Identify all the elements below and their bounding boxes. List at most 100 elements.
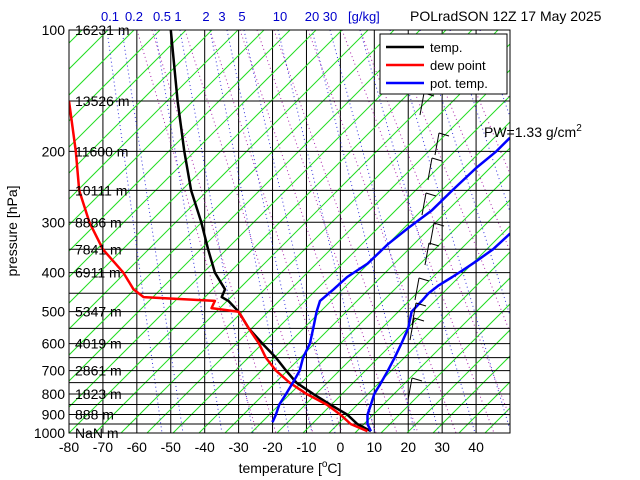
skewed-line-38 bbox=[69, 30, 421, 382]
skewed-line-39 bbox=[69, 30, 447, 408]
skewed-line-42 bbox=[120, 43, 510, 433]
legend-label-2: pot. temp. bbox=[430, 76, 488, 91]
skewed-line-41 bbox=[94, 30, 499, 433]
wind-barb-flag-9 bbox=[411, 377, 423, 382]
legend-entries: temp. dew point pot. temp. bbox=[386, 40, 488, 91]
pw-superscript: 2 bbox=[576, 123, 582, 134]
y-tick-300: 300 bbox=[42, 214, 66, 230]
wind-barb-flag-5 bbox=[428, 242, 440, 247]
height-label-11: 888 m bbox=[75, 407, 114, 423]
height-label-8: 4019 m bbox=[75, 336, 122, 352]
height-label-0: 16231 m bbox=[75, 22, 129, 38]
x-axis-label: temperature [oC] bbox=[239, 459, 342, 476]
legend: temp. dew point pot. temp. bbox=[379, 33, 508, 95]
y-tick-400: 400 bbox=[42, 265, 66, 281]
x-tick--30: -30 bbox=[228, 439, 248, 455]
mixing-ratio-label-7: 10 bbox=[273, 9, 287, 24]
y-axis-label: pressure [hPa] bbox=[4, 185, 20, 276]
mixing-line-5 bbox=[226, 30, 313, 433]
moist-line-3 bbox=[209, 30, 343, 433]
height-label-4: 8886 m bbox=[75, 214, 122, 230]
skewed-line-60 bbox=[589, 30, 640, 433]
plot-background bbox=[69, 30, 510, 433]
legend-label-1: dew point bbox=[430, 58, 486, 73]
series-line-2 bbox=[271, 136, 510, 423]
y-tick-500: 500 bbox=[42, 304, 66, 320]
skewed-line-57 bbox=[511, 30, 640, 433]
mixing-ratio-label-3: 1 bbox=[174, 9, 181, 24]
height-label-12: NaN m bbox=[75, 425, 119, 441]
wind-barb-flag-7 bbox=[415, 302, 427, 307]
wind-barb-7 bbox=[411, 302, 417, 326]
skewed-line-32 bbox=[69, 30, 265, 226]
y-tick-200: 200 bbox=[42, 143, 66, 159]
wind-barb-8 bbox=[409, 317, 415, 341]
skewed-line-44 bbox=[172, 95, 510, 433]
skewed-line-51 bbox=[354, 277, 510, 433]
wind-barb-flag-2 bbox=[431, 157, 443, 162]
height-label-10: 1823 m bbox=[75, 386, 122, 402]
moist-line-6 bbox=[273, 30, 419, 433]
wind-barb-0 bbox=[419, 92, 425, 116]
moist-line-2 bbox=[184, 30, 314, 433]
skewed-isotherms bbox=[69, 30, 640, 433]
y-tick-600: 600 bbox=[42, 336, 66, 352]
skewed-line-40 bbox=[69, 30, 473, 433]
wind-barb-flag-8 bbox=[413, 317, 425, 322]
wind-barb-flag-3 bbox=[425, 192, 437, 197]
mixing-line-6 bbox=[243, 30, 336, 433]
wind-barb-flag-1 bbox=[438, 132, 450, 137]
skewed-line-48 bbox=[276, 199, 510, 433]
skewed-line-49 bbox=[302, 225, 510, 433]
moist-line-10 bbox=[389, 30, 510, 334]
skewed-line-52 bbox=[380, 303, 510, 433]
skewed-line-54 bbox=[432, 355, 510, 433]
x-tick-labels: -80 -70 -60 -50 -40 -30 -20 -10 0 10 20 30 40 bbox=[59, 439, 484, 455]
mixing-ratio-label-8: 20 bbox=[305, 9, 319, 24]
mixing-ratio-label-2: 0.5 bbox=[153, 9, 171, 24]
wind-barb-1 bbox=[434, 132, 440, 156]
mixing-line-9 bbox=[329, 30, 440, 433]
skewed-line-50 bbox=[328, 251, 510, 433]
moist-line-14 bbox=[509, 30, 510, 32]
y-tick-100: 100 bbox=[42, 22, 66, 38]
x-tick-40: 40 bbox=[468, 439, 484, 455]
height-labels: 16231 m 13526 m 11600 m 10111 m 8886 m 7841 m… bbox=[75, 22, 129, 441]
skewed-line-35 bbox=[69, 30, 343, 304]
height-label-9: 2861 m bbox=[75, 363, 122, 379]
x-tick-30: 30 bbox=[434, 439, 450, 455]
skewed-line-45 bbox=[198, 121, 510, 433]
x-tick--70: -70 bbox=[93, 439, 113, 455]
x-tick--50: -50 bbox=[161, 439, 181, 455]
skewed-line-28 bbox=[69, 30, 161, 122]
height-label-3: 10111 m bbox=[75, 182, 127, 198]
x-tick--20: -20 bbox=[262, 439, 282, 455]
y-tick-700: 700 bbox=[42, 363, 66, 379]
moist-line-12 bbox=[449, 30, 510, 176]
skewed-line-59 bbox=[563, 30, 640, 433]
x-tick--80: -80 bbox=[59, 439, 79, 455]
moist-line-11 bbox=[419, 30, 510, 253]
height-label-5: 7841 m bbox=[75, 241, 122, 257]
mixing-ratio-label-6: 5 bbox=[238, 9, 245, 24]
moist-line-9 bbox=[359, 30, 510, 419]
y-tick-800: 800 bbox=[42, 386, 66, 402]
pw-annotation: PW=1.33 g/cm2 bbox=[484, 123, 582, 140]
y-tick-labels: 100 200 300 400 500 600 700 800 900 1000 bbox=[34, 22, 65, 441]
x-tick--10: -10 bbox=[296, 439, 316, 455]
legend-label-0: temp. bbox=[430, 40, 463, 55]
mixing-ratio-labels: 0.1 0.2 0.5 1 2 3 5 10 20 30 bbox=[101, 9, 337, 24]
skewed-line-61 bbox=[615, 30, 640, 433]
chart-title: POLradSON 12Z 17 May 2025 bbox=[410, 8, 602, 24]
height-label-2: 11600 m bbox=[75, 143, 128, 159]
mixing-line-2 bbox=[154, 30, 223, 433]
skewed-line-30 bbox=[69, 30, 213, 174]
x-tick-0: 0 bbox=[336, 439, 344, 455]
wind-barb-5 bbox=[424, 242, 430, 266]
wind-barb-9 bbox=[407, 377, 413, 401]
wind-barb-2 bbox=[427, 157, 433, 181]
x-tick--60: -60 bbox=[127, 439, 147, 455]
wind-barbs bbox=[407, 92, 450, 401]
y-tick-900: 900 bbox=[42, 407, 66, 423]
